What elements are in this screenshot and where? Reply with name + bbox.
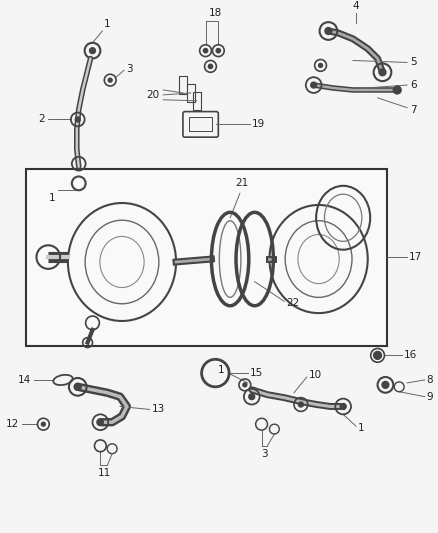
Circle shape [216, 49, 220, 53]
Circle shape [340, 403, 346, 409]
Text: 16: 16 [404, 350, 417, 360]
Circle shape [379, 69, 386, 76]
Text: 1: 1 [358, 423, 364, 433]
Text: 3: 3 [261, 449, 268, 459]
Text: 8: 8 [427, 375, 433, 385]
Text: 1: 1 [49, 193, 55, 203]
Circle shape [75, 117, 80, 122]
Circle shape [208, 64, 212, 69]
Circle shape [374, 351, 381, 359]
Text: 9: 9 [427, 392, 433, 402]
Bar [189, 117, 212, 131]
Bar [179, 76, 187, 94]
Text: 10: 10 [309, 370, 322, 380]
Bar [193, 92, 201, 110]
Text: 20: 20 [146, 90, 159, 100]
Text: 12: 12 [6, 419, 19, 429]
Text: 17: 17 [409, 252, 422, 262]
Circle shape [249, 394, 254, 400]
Text: 1: 1 [104, 19, 111, 29]
Text: 6: 6 [410, 80, 417, 90]
Circle shape [89, 47, 95, 54]
Circle shape [97, 419, 103, 425]
Text: 22: 22 [286, 298, 300, 308]
Text: 19: 19 [252, 119, 265, 130]
Text: 21: 21 [235, 178, 248, 188]
Circle shape [311, 82, 317, 88]
Circle shape [393, 86, 401, 94]
Text: 5: 5 [410, 58, 417, 68]
Text: 15: 15 [250, 368, 263, 378]
Text: 18: 18 [209, 8, 222, 18]
Circle shape [382, 382, 389, 389]
Circle shape [325, 28, 332, 35]
Text: 2: 2 [39, 115, 45, 125]
Bar [187, 84, 195, 102]
Text: 7: 7 [410, 104, 417, 115]
Circle shape [74, 383, 81, 390]
Bar [26, 168, 387, 345]
Text: 11: 11 [98, 469, 111, 479]
Circle shape [243, 383, 247, 387]
Circle shape [318, 63, 322, 67]
Text: 3: 3 [126, 64, 133, 74]
Text: 14: 14 [18, 375, 31, 385]
Text: 13: 13 [152, 405, 165, 415]
Text: 4: 4 [353, 2, 359, 11]
Text: 1: 1 [218, 365, 224, 375]
Circle shape [108, 78, 112, 82]
Circle shape [41, 422, 45, 426]
Circle shape [298, 402, 304, 407]
Circle shape [203, 49, 208, 53]
